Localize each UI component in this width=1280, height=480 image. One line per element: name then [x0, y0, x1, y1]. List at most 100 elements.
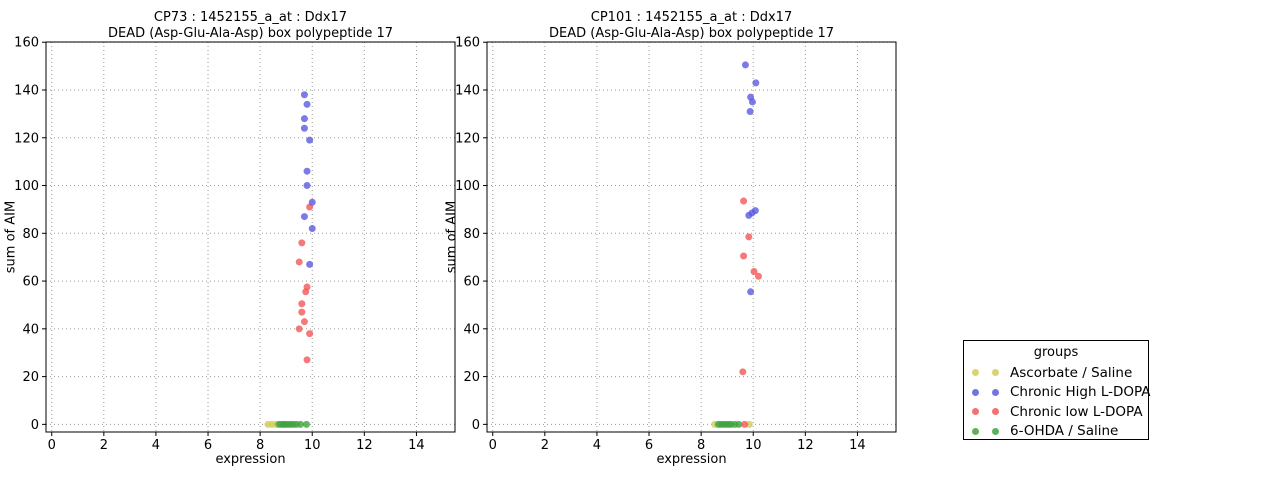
- legend-marker-icon: [972, 427, 979, 435]
- data-point: [741, 420, 749, 428]
- legend-entry-label: Chronic low L-DOPA: [1010, 403, 1143, 420]
- y-tick-label: 0: [472, 418, 480, 433]
- data-point: [300, 124, 308, 132]
- y-tick-label: 120: [14, 131, 39, 146]
- y-tick-label: 40: [22, 322, 39, 337]
- scatter-plot-cp73: CP73 : 1452155_a_at : Ddx17 DEAD (Asp-Gl…: [0, 0, 460, 480]
- data-point: [298, 308, 306, 316]
- data-point: [752, 79, 760, 87]
- data-point: [306, 260, 314, 268]
- data-point: [308, 225, 316, 233]
- legend-entry-label: 6-OHDA / Saline: [1010, 423, 1119, 440]
- x-tick-label: 14: [408, 438, 425, 453]
- data-point: [303, 182, 311, 190]
- legend-marker-icon: [972, 408, 979, 416]
- y-tick-label: 80: [22, 227, 39, 242]
- series-chronic_high: [741, 61, 760, 296]
- data-point: [300, 318, 308, 326]
- series-chronic_low: [295, 203, 314, 364]
- data-point: [303, 420, 311, 428]
- x-axis-label: expression: [656, 452, 727, 467]
- x-tick-label: 12: [356, 438, 373, 453]
- y-tick-label: 100: [14, 179, 39, 194]
- y-tick-label: 20: [463, 370, 480, 385]
- data-point: [741, 61, 749, 69]
- y-tick-label: 160: [455, 36, 480, 51]
- data-point: [300, 115, 308, 123]
- series-ohda: [714, 420, 743, 428]
- legend-marker-icon: [992, 408, 999, 416]
- x-tick-label: 4: [593, 438, 601, 453]
- plot-title-line1: CP101 : 1452155_a_at : Ddx17: [590, 10, 793, 25]
- y-tick-label: 140: [455, 84, 480, 99]
- legend-marker-icon: [992, 388, 999, 396]
- x-tick-label: 14: [849, 438, 866, 453]
- data-point: [747, 288, 755, 296]
- x-tick-label: 8: [697, 438, 705, 453]
- legend-entry-label: Ascorbate / Saline: [1010, 364, 1133, 381]
- plot-border: [486, 41, 897, 433]
- plot-title-line2: DEAD (Asp-Glu-Ala-Asp) box polypeptide 1…: [107, 25, 394, 41]
- series-ohda: [275, 420, 311, 428]
- data-point: [306, 136, 314, 144]
- data-point: [739, 368, 747, 376]
- y-tick-label: 80: [463, 227, 480, 242]
- y-tick-label: 0: [31, 418, 39, 433]
- data-point: [303, 356, 311, 364]
- data-point: [295, 258, 303, 266]
- y-tick-label: 100: [455, 179, 480, 194]
- x-tick-label: 6: [645, 438, 653, 453]
- x-tick-label: 2: [541, 438, 549, 453]
- data-point: [746, 107, 754, 115]
- y-tick-label: 40: [463, 322, 480, 337]
- plot-title-line1: CP73 : 1452155_a_at : Ddx17: [153, 10, 348, 25]
- x-tick-label: 2: [100, 438, 108, 453]
- legend-row: 6-OHDA / Saline: [964, 422, 1148, 442]
- data-point: [740, 197, 748, 205]
- data-point: [306, 330, 314, 338]
- data-point: [303, 100, 311, 108]
- series-chronic_low: [739, 197, 762, 428]
- data-point: [735, 420, 743, 428]
- data-point: [298, 239, 306, 247]
- legend: groups Ascorbate / Saline Chronic High L-…: [963, 340, 1151, 442]
- x-tick-label: 6: [204, 438, 212, 453]
- legend-marker-icon: [972, 369, 979, 377]
- data-point: [748, 98, 756, 106]
- x-tick-label: 10: [745, 438, 762, 453]
- data-point: [297, 420, 305, 428]
- data-point: [300, 213, 308, 221]
- data-point: [745, 233, 753, 241]
- data-point: [750, 268, 758, 276]
- legend-title: groups: [1033, 345, 1079, 360]
- data-point: [308, 198, 316, 206]
- y-tick-label: 60: [22, 275, 39, 290]
- y-tick-label: 20: [22, 370, 39, 385]
- legend-entry-label: Chronic High L-DOPA: [1010, 384, 1151, 401]
- y-tick-label: 120: [455, 131, 480, 146]
- legend-rows: Ascorbate / Saline Chronic High L-DOPA Chr…: [964, 363, 1151, 442]
- legend-marker-icon: [992, 427, 999, 435]
- x-tick-label: 8: [256, 438, 264, 453]
- legend-row: Chronic High L-DOPA: [964, 383, 1151, 403]
- data-point: [754, 272, 762, 280]
- legend-row: Ascorbate / Saline: [964, 363, 1148, 383]
- data-point: [740, 252, 748, 260]
- legend-row: Chronic low L-DOPA: [964, 402, 1148, 422]
- data-point: [303, 167, 311, 175]
- x-tick-label: 0: [48, 438, 56, 453]
- data-point: [302, 288, 310, 296]
- series-chronic_high: [300, 91, 316, 268]
- x-tick-label: 12: [797, 438, 814, 453]
- data-point: [298, 300, 306, 308]
- plot-title-cp101: CP101 : 1452155_a_at : Ddx17 DEAD (Asp-G…: [487, 10, 896, 41]
- x-tick-label: 0: [489, 438, 497, 453]
- data-point: [751, 207, 759, 215]
- legend-marker-icon: [992, 369, 999, 377]
- x-axis-label: expression: [215, 452, 286, 467]
- data-point: [295, 325, 303, 333]
- scatter-plot-cp101: CP101 : 1452155_a_at : Ddx17 DEAD (Asp-G…: [441, 0, 901, 480]
- y-tick-label: 60: [463, 275, 480, 290]
